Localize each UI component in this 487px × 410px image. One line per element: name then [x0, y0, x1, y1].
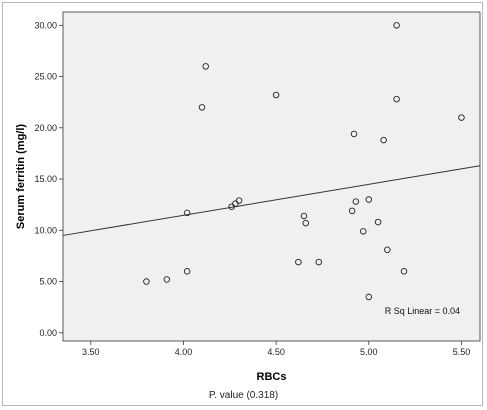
y-tick-label: 30.00: [34, 20, 57, 30]
r-squared-annotation: R Sq Linear = 0.04: [385, 306, 460, 316]
y-tick-label: 0.00: [39, 328, 57, 338]
data-point: [384, 246, 391, 254]
data-point: [235, 197, 243, 204]
x-axis-title: RBCs: [257, 371, 287, 383]
y-axis-ticks: 0.00 5.00 10.00 15.00 20.00 25.00 30.00: [34, 20, 63, 338]
data-point: [302, 219, 310, 227]
data-point: [365, 196, 373, 203]
x-tick-label: 5.50: [453, 347, 471, 357]
data-point: [352, 198, 360, 205]
data-point: [380, 136, 387, 144]
data-point: [183, 209, 191, 217]
data-point: [374, 218, 382, 226]
data-point: [198, 104, 206, 111]
data-point: [359, 228, 367, 235]
regression-line: [62, 165, 481, 236]
y-axis-title: Serum ferritin (mg/l): [15, 124, 27, 229]
data-point: [400, 268, 408, 275]
x-tick-label: 4.50: [267, 347, 285, 357]
x-axis-ticks: 3.50 4.00 4.50 5.00 5.50: [82, 341, 470, 357]
data-point: [202, 63, 209, 70]
data-point: [163, 276, 171, 283]
scatter-chart: 3.50 4.00 4.50 5.00 5.50 0.00 5.00 10.00 15.00 2…: [15, 11, 481, 383]
data-point: [393, 95, 400, 103]
data-point: [183, 268, 191, 275]
data-point: [300, 212, 308, 220]
data-point: [348, 207, 356, 215]
y-tick-label: 5.00: [39, 277, 57, 287]
y-tick-label: 25.00: [34, 72, 57, 82]
x-tick-label: 5.00: [360, 347, 378, 357]
data-points: [143, 22, 465, 301]
y-tick-label: 15.00: [34, 174, 57, 184]
data-point: [350, 130, 358, 138]
data-point: [295, 258, 302, 266]
p-value-caption: P. value (0.318): [208, 390, 279, 401]
data-point: [393, 22, 400, 29]
x-tick-label: 3.50: [82, 347, 100, 357]
data-point: [143, 278, 150, 285]
data-point: [458, 114, 465, 121]
x-tick-label: 4.00: [175, 347, 193, 357]
data-point: [315, 258, 323, 266]
data-point: [365, 293, 373, 301]
plot-area: [62, 11, 481, 342]
y-tick-label: 10.00: [34, 225, 57, 235]
data-point: [272, 91, 280, 99]
y-tick-label: 20.00: [34, 123, 57, 133]
